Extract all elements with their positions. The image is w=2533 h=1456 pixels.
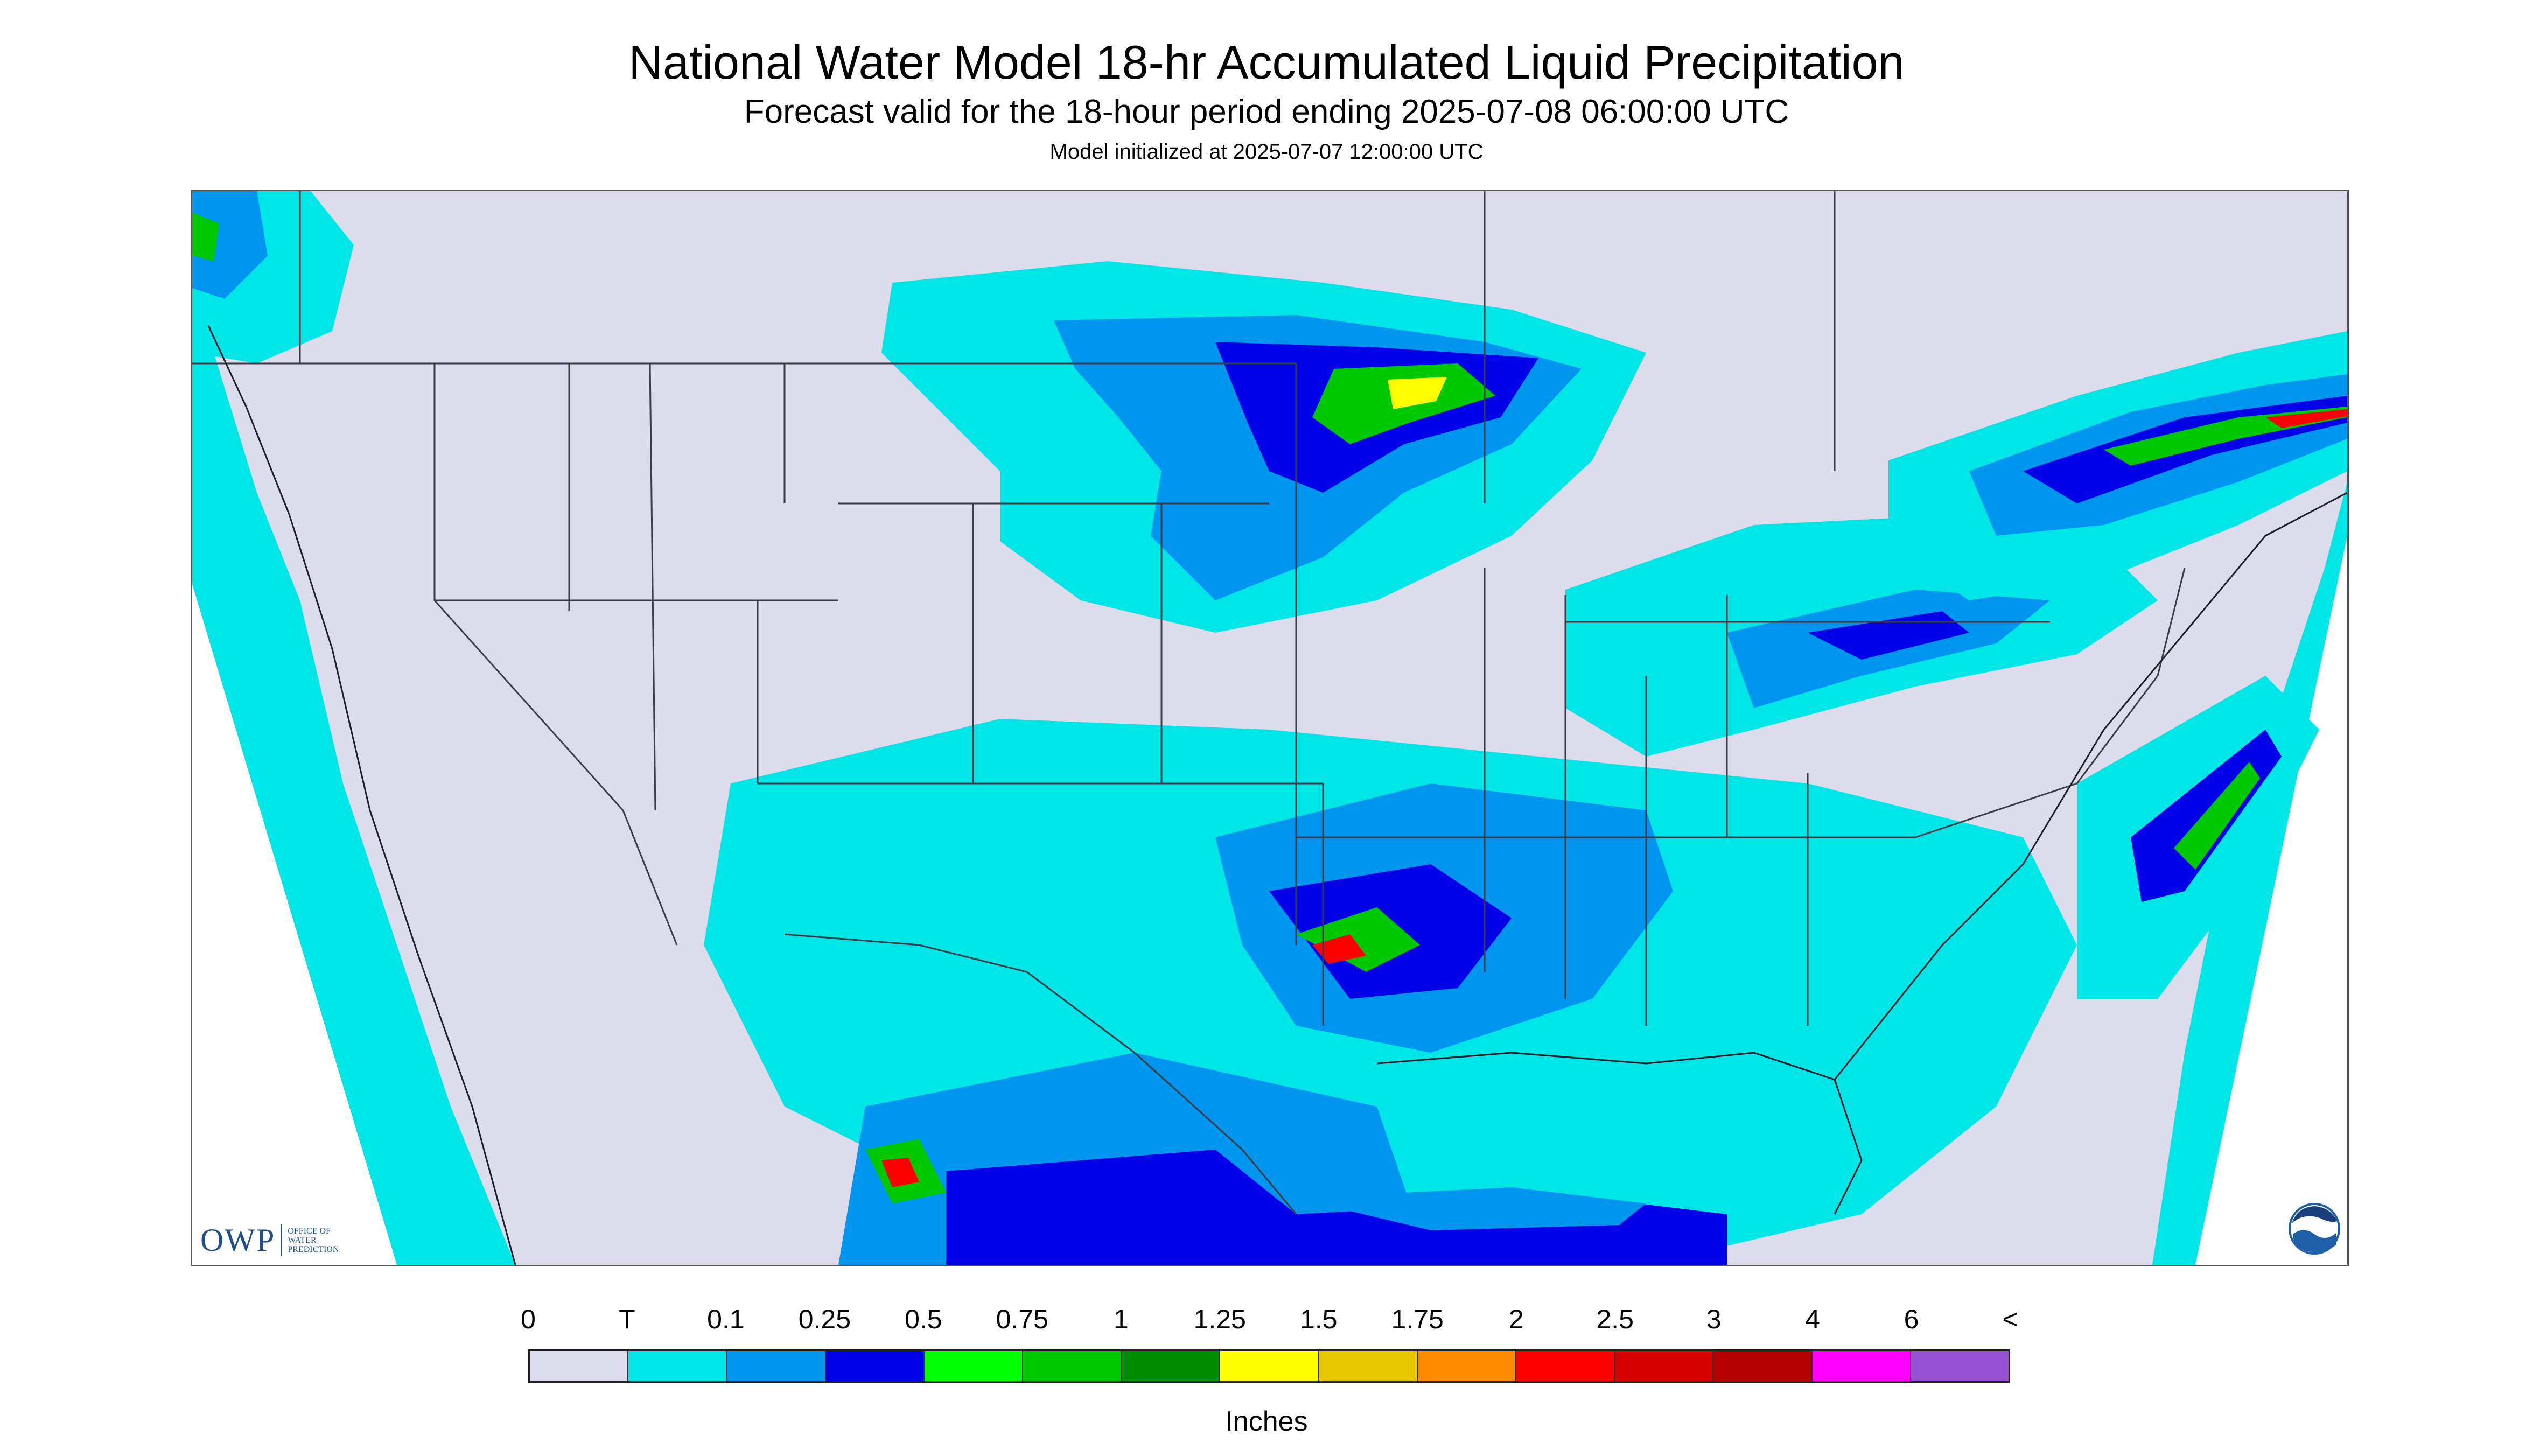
legend-swatch bbox=[1615, 1351, 1714, 1381]
pacific-trace-band bbox=[192, 347, 515, 1265]
owp-subtext-line: PREDICTION bbox=[288, 1244, 339, 1254]
owp-mark: OWP bbox=[200, 1222, 276, 1258]
legend-units: Inches bbox=[1225, 1406, 1308, 1437]
legend-swatch bbox=[1911, 1351, 2009, 1381]
legend-label: 0 bbox=[521, 1304, 536, 1334]
map-subtitle: Forecast valid for the 18-hour period en… bbox=[744, 93, 1789, 130]
legend-label: 1 bbox=[1113, 1304, 1129, 1334]
gulf-light bbox=[1296, 1187, 1646, 1230]
map-canvas bbox=[192, 191, 2347, 1265]
legend-swatch bbox=[530, 1351, 629, 1381]
noaa-logo: NOAA bbox=[2289, 1203, 2340, 1255]
northern-plains-heavy-core bbox=[1388, 377, 1447, 409]
owp-subtext: OFFICE OF WATER PREDICTION bbox=[288, 1227, 339, 1254]
ohio-valley-moderate bbox=[1808, 611, 1969, 660]
legend-label: < bbox=[2002, 1304, 2018, 1334]
legend-swatch bbox=[924, 1351, 1024, 1381]
noaa-logo-text: NOAA bbox=[2303, 1220, 2326, 1229]
legend-swatch bbox=[1319, 1351, 1418, 1381]
legend-label: 6 bbox=[1904, 1304, 1919, 1334]
legend-labels: 0 T 0.1 0.25 0.5 0.75 1 1.25 1.5 1.75 2 2.5 3 4 6 < bbox=[0, 1303, 2533, 1335]
owp-logo: OWP OFFICE OF WATER PREDICTION bbox=[200, 1221, 339, 1259]
legend-swatch bbox=[1220, 1351, 1319, 1381]
legend-label: 0.25 bbox=[798, 1304, 851, 1334]
legend-colorbar bbox=[528, 1349, 2010, 1383]
legend-label: T bbox=[619, 1304, 635, 1334]
legend-swatch bbox=[825, 1351, 925, 1381]
legend-label: 1.5 bbox=[1299, 1304, 1338, 1334]
legend-label: 2.5 bbox=[1596, 1304, 1634, 1334]
coastlines bbox=[207, 325, 2347, 1265]
owp-subtext-line: OFFICE OF bbox=[288, 1226, 331, 1236]
legend-swatch bbox=[628, 1351, 727, 1381]
southern-extreme bbox=[1312, 934, 1366, 964]
owp-separator bbox=[281, 1224, 283, 1256]
map-title: National Water Model 18-hr Accumulated L… bbox=[628, 36, 1905, 89]
legend-swatch bbox=[1417, 1351, 1517, 1381]
mexico-extreme bbox=[881, 1158, 919, 1187]
legend-swatch bbox=[1023, 1351, 1122, 1381]
legend-label: 0.1 bbox=[707, 1304, 745, 1334]
atlantic-offshore-heavy bbox=[2174, 762, 2260, 870]
precipitation-map bbox=[191, 190, 2349, 1266]
model-init-time: Model initialized at 2025-07-07 12:00:00… bbox=[1049, 140, 1484, 164]
legend-label: 1.75 bbox=[1391, 1304, 1444, 1334]
owp-subtext-line: WATER bbox=[288, 1235, 317, 1245]
atlantic-trace-band bbox=[2152, 482, 2347, 1265]
legend-label: 0.5 bbox=[905, 1304, 942, 1334]
mexico-moderate bbox=[946, 1150, 1296, 1265]
pacific-northwest-heavy bbox=[192, 213, 219, 261]
legend-label: 0.75 bbox=[996, 1304, 1048, 1334]
legend-label: 1.25 bbox=[1193, 1304, 1246, 1334]
legend-swatch bbox=[1516, 1351, 1615, 1381]
legend-swatch bbox=[1713, 1351, 1813, 1381]
legend-label: 2 bbox=[1508, 1304, 1524, 1334]
northeast-extreme bbox=[2265, 409, 2347, 428]
legend-swatch bbox=[1122, 1351, 1221, 1381]
legend-swatch bbox=[1812, 1351, 1911, 1381]
political-boundaries bbox=[192, 191, 2186, 1215]
southern-heavy bbox=[1296, 907, 1420, 972]
legend-swatch bbox=[727, 1351, 826, 1381]
pacific-northwest-light bbox=[192, 191, 268, 299]
legend-label: 3 bbox=[1706, 1304, 1722, 1334]
legend-label: 4 bbox=[1805, 1304, 1820, 1334]
